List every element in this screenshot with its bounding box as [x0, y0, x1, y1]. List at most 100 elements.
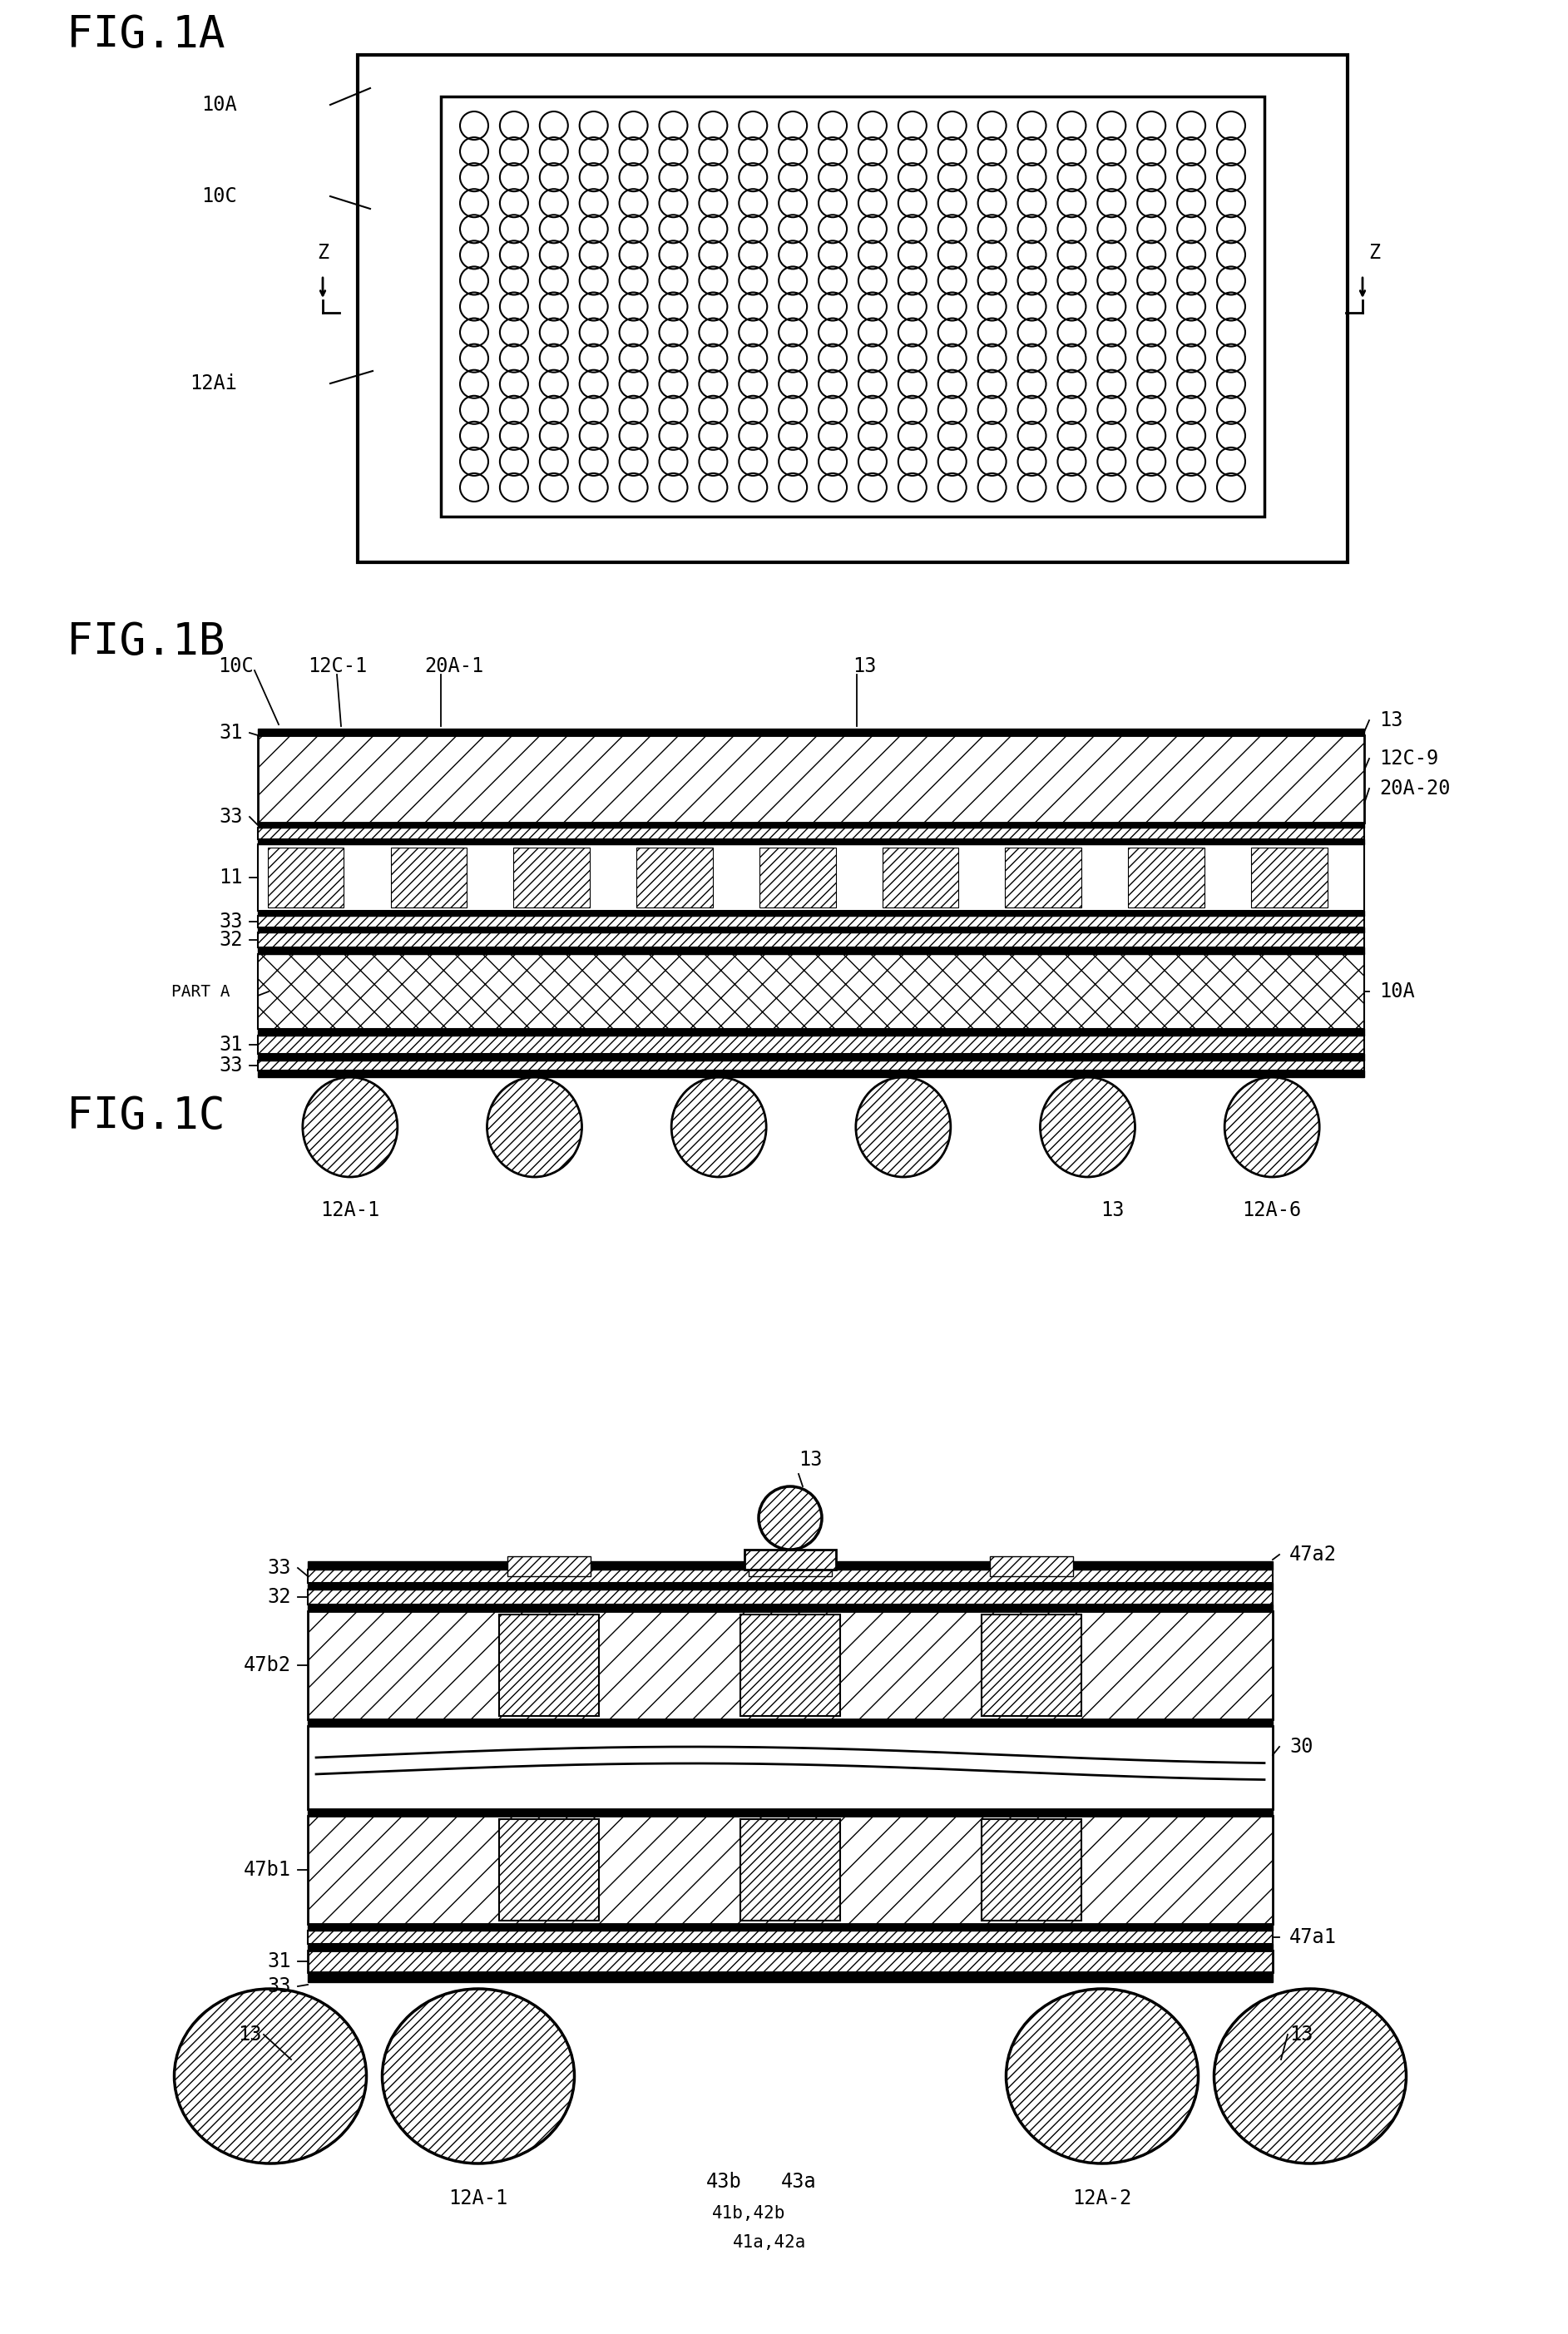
Bar [390, 847, 467, 908]
Text: 33: 33 [220, 913, 243, 931]
Text: 32: 32 [220, 929, 243, 950]
Text: 43a: 43a [781, 2173, 817, 2192]
Ellipse shape [488, 1078, 582, 1176]
Text: 13: 13 [853, 656, 877, 677]
Bar [745, 1550, 836, 1568]
Text: 20A-1: 20A-1 [425, 656, 483, 677]
Ellipse shape [1225, 1078, 1319, 1176]
Bar [257, 735, 1364, 822]
Bar [307, 1809, 1273, 1816]
Text: 47a1: 47a1 [1289, 1928, 1338, 1947]
Text: 31: 31 [268, 1951, 292, 1972]
Bar [307, 1603, 1273, 1610]
Bar [307, 1944, 1273, 1951]
Ellipse shape [1040, 1078, 1135, 1176]
Ellipse shape [303, 1078, 397, 1176]
Bar [358, 56, 1347, 562]
Text: 10C: 10C [218, 656, 254, 677]
Text: 43b: 43b [706, 2173, 742, 2192]
Text: 13: 13 [1101, 1200, 1124, 1221]
Ellipse shape [1214, 1989, 1406, 2164]
Text: 47b2: 47b2 [243, 1655, 292, 1676]
Text: 20A-20: 20A-20 [1380, 780, 1450, 798]
Bar [257, 829, 1364, 840]
Bar [307, 1568, 1273, 1582]
Bar [257, 1071, 1364, 1078]
Bar [257, 915, 1364, 927]
Bar [257, 728, 1364, 735]
Bar [1005, 847, 1082, 908]
Bar [982, 1615, 1082, 1715]
Bar [257, 1036, 1364, 1055]
Bar [637, 847, 713, 908]
Text: 41a,42a: 41a,42a [732, 2234, 806, 2250]
Bar [989, 1557, 1073, 1575]
Bar [257, 934, 1364, 948]
Bar [268, 847, 343, 908]
Bar [499, 1615, 599, 1715]
Text: 12A-6: 12A-6 [1242, 1200, 1301, 1221]
Bar [307, 1923, 1273, 1930]
Text: 33: 33 [268, 1977, 292, 1996]
Bar [257, 1029, 1364, 1036]
Bar [499, 1818, 599, 1921]
Bar [307, 1720, 1273, 1725]
Ellipse shape [383, 1989, 574, 2164]
Text: 47a2: 47a2 [1289, 1545, 1338, 1564]
Bar [883, 847, 958, 908]
Text: 12A-2: 12A-2 [1073, 2189, 1132, 2208]
Text: 41b,42b: 41b,42b [712, 2206, 786, 2222]
Circle shape [759, 1487, 822, 1550]
Text: 12C-9: 12C-9 [1380, 749, 1438, 768]
Text: Z: Z [1369, 243, 1380, 264]
Text: 10A: 10A [1380, 983, 1414, 1001]
Ellipse shape [174, 1989, 367, 2164]
Bar [740, 1818, 840, 1921]
Text: 47b1: 47b1 [243, 1860, 292, 1879]
Text: 33: 33 [220, 808, 243, 826]
Bar [307, 1972, 1273, 1982]
Bar [307, 1561, 1273, 1568]
Bar [982, 1818, 1082, 1921]
Bar [508, 1557, 591, 1575]
Bar [307, 1951, 1273, 1972]
Text: 12Ai: 12Ai [190, 373, 237, 394]
Bar [759, 847, 836, 908]
Text: 31: 31 [220, 724, 243, 742]
Bar [307, 1589, 1273, 1603]
Text: 12A-1: 12A-1 [320, 1200, 379, 1221]
Bar [257, 955, 1364, 1029]
Text: PART A: PART A [172, 983, 230, 999]
Bar [257, 927, 1364, 934]
Text: 33: 33 [220, 1055, 243, 1076]
Bar [441, 96, 1264, 516]
Bar [740, 1615, 840, 1715]
Bar [514, 847, 590, 908]
Text: FIG.1A: FIG.1A [66, 14, 226, 56]
Text: FIG.1B: FIG.1B [66, 621, 226, 663]
Bar [307, 1725, 1273, 1809]
Text: 12C-1: 12C-1 [307, 656, 367, 677]
Text: 11: 11 [220, 868, 243, 887]
Ellipse shape [671, 1078, 767, 1176]
Text: 12A-1: 12A-1 [448, 2189, 508, 2208]
Text: 31: 31 [220, 1034, 243, 1055]
Bar [748, 1557, 833, 1575]
Bar [257, 840, 1364, 845]
Text: 13: 13 [1380, 710, 1403, 731]
Text: 33: 33 [268, 1557, 292, 1578]
Bar [307, 1816, 1273, 1923]
Bar [1251, 847, 1328, 908]
Bar [307, 1582, 1273, 1589]
Text: 10A: 10A [202, 96, 237, 114]
Bar [257, 822, 1364, 829]
Text: 13: 13 [798, 1449, 822, 1470]
Bar [257, 910, 1364, 915]
Bar [257, 1055, 1364, 1060]
Bar [257, 1060, 1364, 1071]
Text: 30: 30 [1289, 1736, 1312, 1758]
Text: 10C: 10C [202, 187, 237, 205]
Ellipse shape [1007, 1989, 1198, 2164]
Text: Z: Z [317, 243, 329, 264]
Bar [257, 948, 1364, 955]
